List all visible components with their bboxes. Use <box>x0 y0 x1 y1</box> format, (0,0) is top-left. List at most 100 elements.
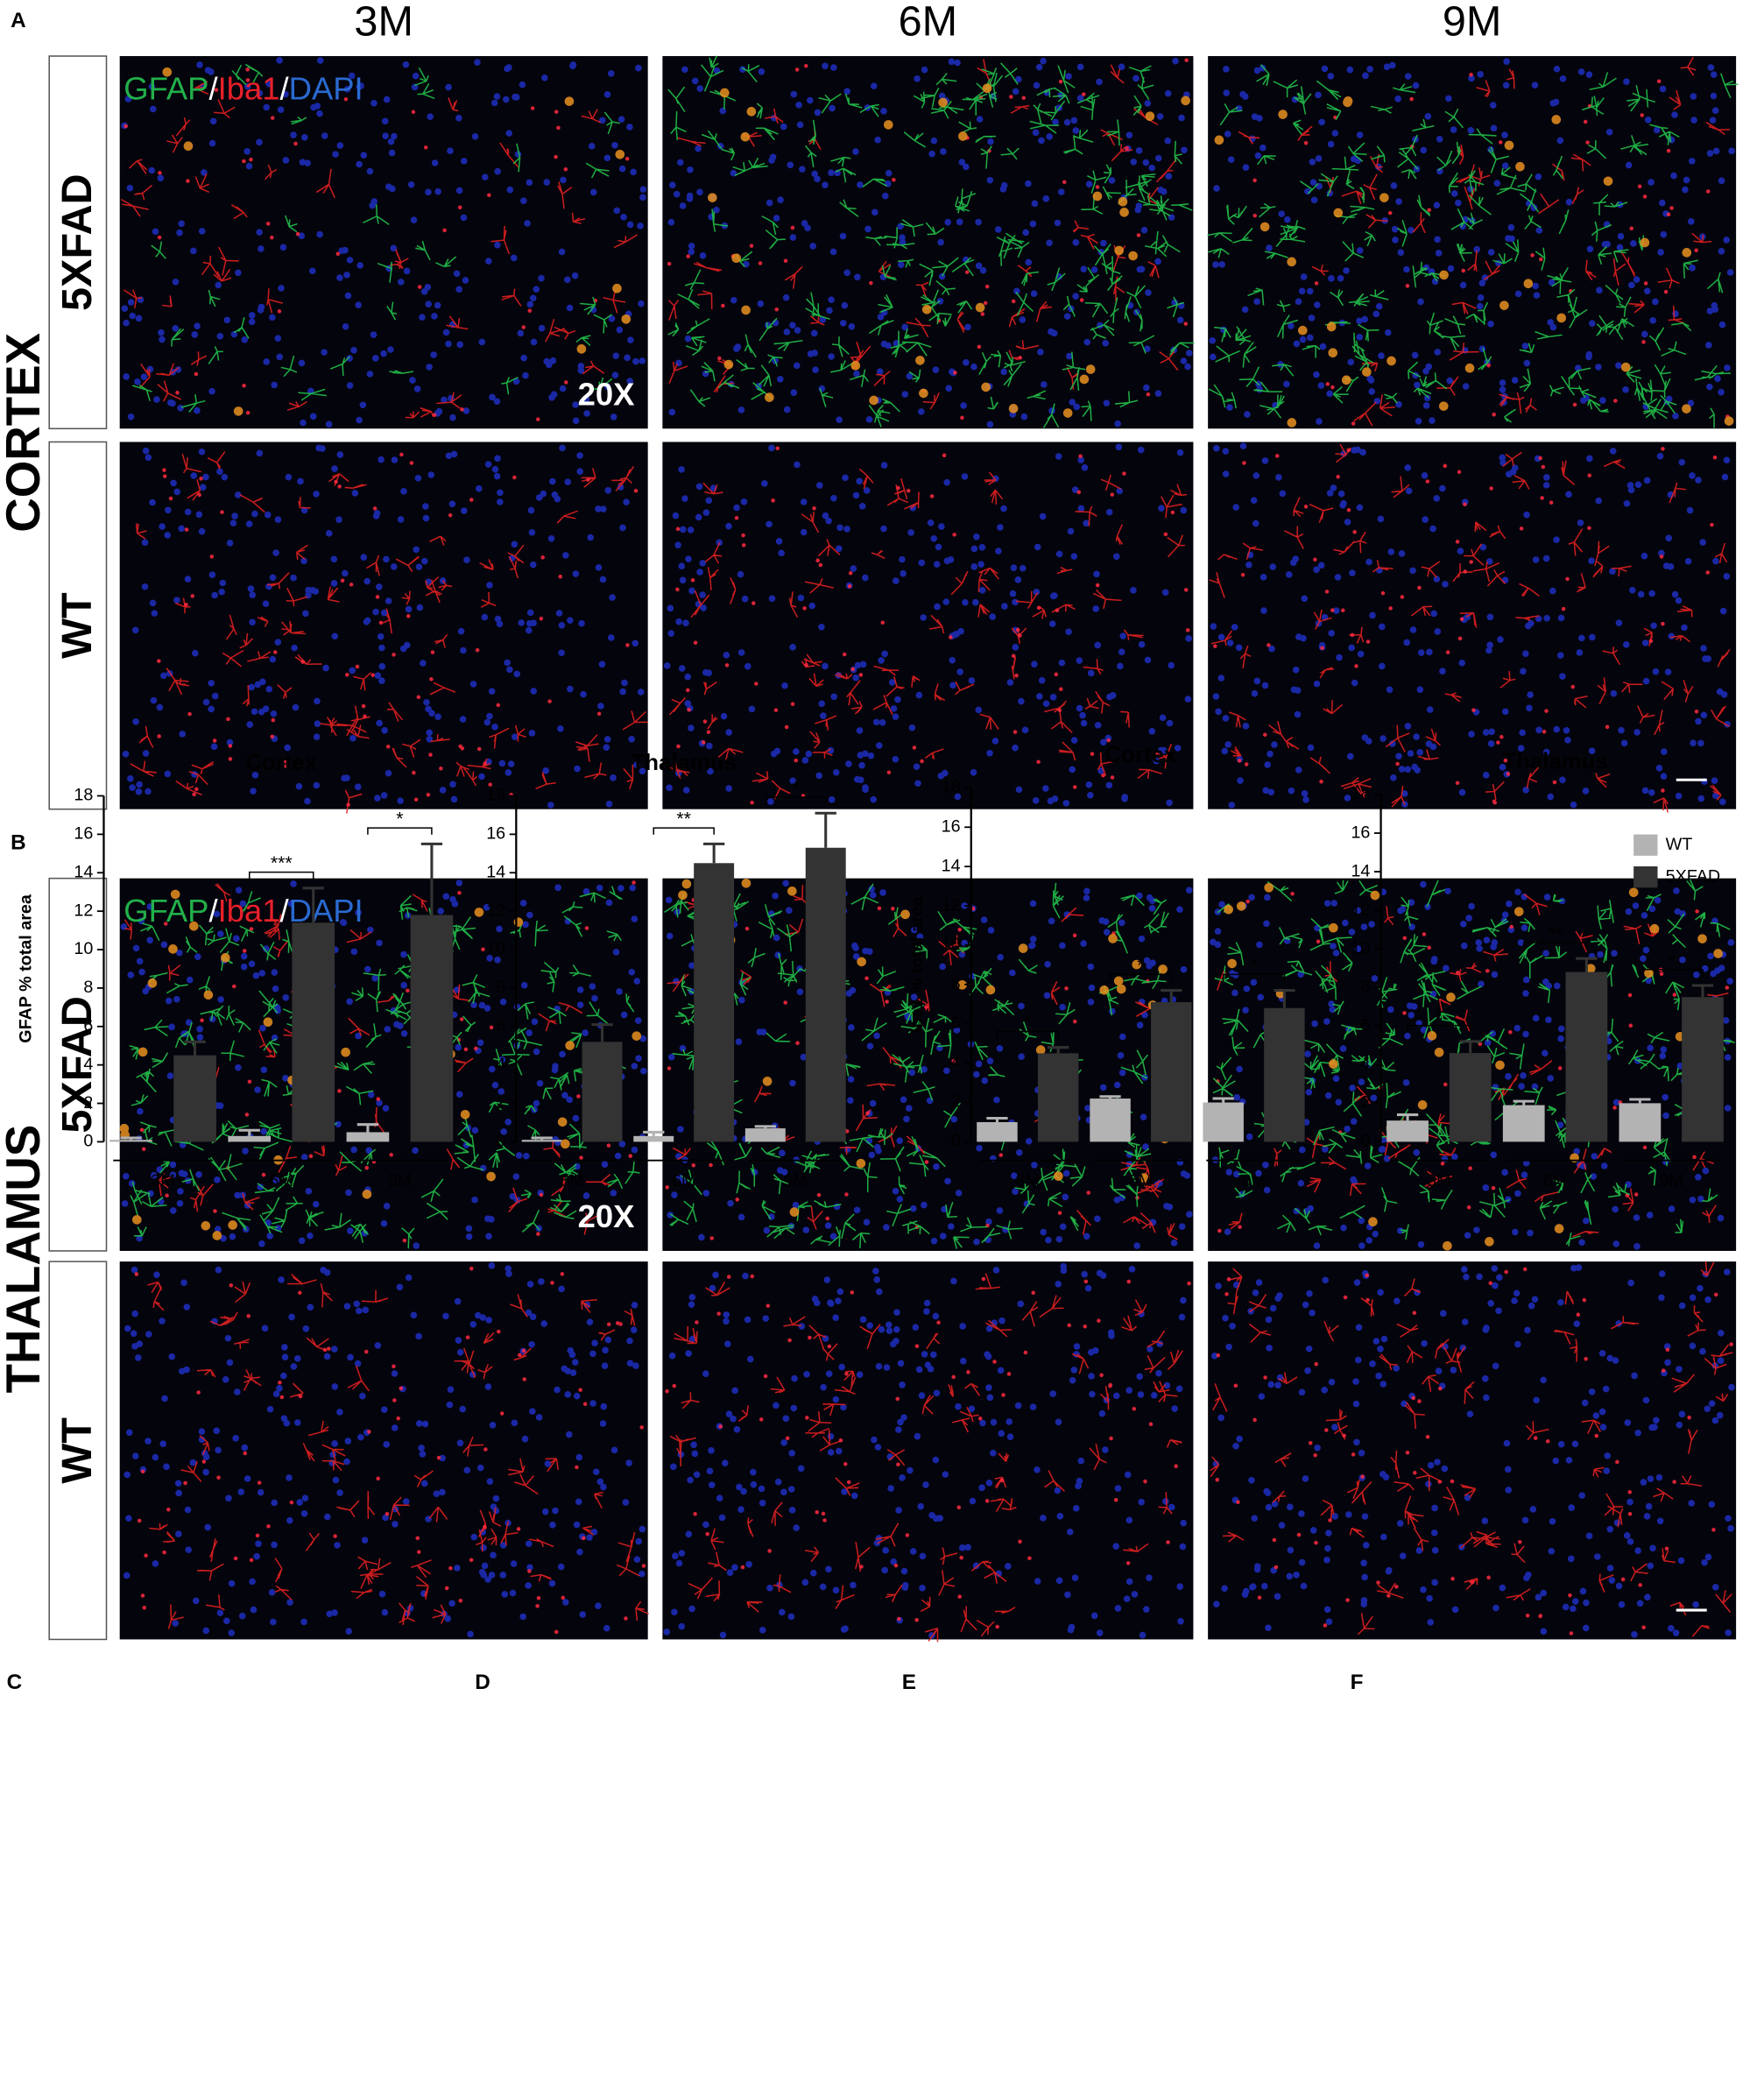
significance-bracket <box>367 827 433 835</box>
cell-processes <box>1238 56 1730 427</box>
stain-name: Iba1 <box>218 893 280 929</box>
cell-dots <box>667 57 1193 428</box>
cell-processes <box>667 55 1195 428</box>
error-bar <box>702 842 725 864</box>
bar <box>173 1055 216 1142</box>
stain-name: GFAP <box>123 893 208 929</box>
row-label: 5XFAD <box>53 996 101 1134</box>
cell-processes <box>130 451 648 814</box>
stain-legend: GFAP/Iba1/DAPI <box>123 893 363 929</box>
y-tick-label: 0 <box>496 1132 505 1151</box>
error-bar <box>1048 1046 1069 1054</box>
significance-label: * <box>792 778 799 799</box>
micrograph <box>119 442 648 809</box>
chart-title: Cortex <box>245 751 317 775</box>
y-tick-label: 12 <box>942 895 961 915</box>
error-bar <box>1274 989 1295 1008</box>
error-bar <box>1513 1099 1535 1106</box>
y-tick-label: 6 <box>83 1016 93 1035</box>
y-tick-label: 18 <box>942 778 961 797</box>
y-tick-label: 14 <box>1351 861 1370 880</box>
micrograph <box>119 1261 648 1640</box>
y-tick-label: 18 <box>74 786 93 805</box>
cell-dots <box>123 67 630 421</box>
y-tick-label: 10 <box>486 939 505 958</box>
error-bar <box>591 1023 613 1042</box>
cell-dots <box>1224 882 1723 1251</box>
cell-processes <box>1209 443 1731 813</box>
y-tick-label: 10 <box>74 939 93 958</box>
bar <box>1037 1053 1079 1142</box>
y-tick-label: 2 <box>951 1092 961 1112</box>
x-tick-label: 9M <box>784 1171 808 1190</box>
y-tick-label: 0 <box>1360 1132 1370 1151</box>
micrograph-texture <box>123 1262 649 1638</box>
error-bar <box>815 811 836 848</box>
cell-processes <box>147 1273 649 1629</box>
legend-label: 5XFAD <box>1666 866 1721 886</box>
row-label-box <box>48 55 108 430</box>
legend-swatch <box>1633 834 1658 856</box>
panel-label: C <box>7 1671 23 1694</box>
bar <box>346 1132 390 1142</box>
bar <box>1387 1120 1429 1142</box>
stain-name: / <box>280 893 290 929</box>
error-bar <box>1161 989 1182 1003</box>
error-bar <box>184 1040 206 1056</box>
cell-dots <box>665 1274 1191 1629</box>
y-tick-label: 8 <box>1360 977 1370 996</box>
stain-name: / <box>208 70 218 106</box>
x-tick-label: 6M <box>1543 1171 1567 1190</box>
error-bar <box>754 1125 776 1129</box>
row-label-box <box>48 877 108 1252</box>
cell-dots <box>1214 96 1734 427</box>
error-bar <box>1459 1040 1481 1054</box>
cell-processes <box>668 468 1188 800</box>
x-tick-label: 9M <box>1242 1171 1266 1190</box>
y-axis-label: GFAP % total area <box>17 894 36 1043</box>
y-tick-label: 12 <box>1351 900 1370 919</box>
micrograph-texture <box>122 444 648 814</box>
y-tick-label: 12 <box>74 901 93 920</box>
y-tick-label: 8 <box>496 978 505 997</box>
y-tick-label: 10 <box>1351 938 1370 957</box>
micrograph-texture <box>1210 1261 1735 1638</box>
micrograph-texture <box>667 55 1195 428</box>
bar <box>582 1042 623 1142</box>
y-tick-label: 0 <box>951 1132 961 1151</box>
error-bar <box>1691 984 1714 998</box>
micrograph-texture <box>120 57 647 428</box>
y-tick-label: 14 <box>74 862 93 881</box>
bar <box>694 863 735 1142</box>
row-label: WT <box>53 592 101 659</box>
error-bar <box>420 842 443 915</box>
stain-name: / <box>208 893 218 929</box>
bar <box>633 1135 674 1142</box>
bar <box>1565 971 1608 1142</box>
error-bar <box>1099 1095 1121 1099</box>
cell-dots <box>1252 73 1730 426</box>
y-tick-label: 16 <box>942 817 961 837</box>
y-axis-label: Iba1 % total area <box>907 896 927 1034</box>
error-bar <box>302 887 324 923</box>
bar <box>109 1140 152 1142</box>
cell-dots <box>675 446 1190 805</box>
error-bar <box>120 1136 142 1141</box>
cell-dots <box>708 83 1190 418</box>
bar <box>292 922 335 1142</box>
y-tick-label: 18 <box>486 786 505 805</box>
bar <box>805 847 846 1142</box>
bar <box>521 1140 562 1142</box>
significance-label: * <box>1024 1012 1031 1033</box>
y-tick-label: 8 <box>951 974 961 993</box>
significance-label: * <box>1137 955 1144 976</box>
y-tick-label: 4 <box>951 1053 961 1072</box>
bar <box>410 915 454 1142</box>
significance-label: ** <box>676 809 691 830</box>
bar <box>1449 1053 1492 1142</box>
region-label: THALAMUS <box>0 1125 50 1394</box>
panel-label: B <box>11 831 26 855</box>
micrograph <box>662 1261 1194 1640</box>
significance-bracket <box>248 871 314 880</box>
